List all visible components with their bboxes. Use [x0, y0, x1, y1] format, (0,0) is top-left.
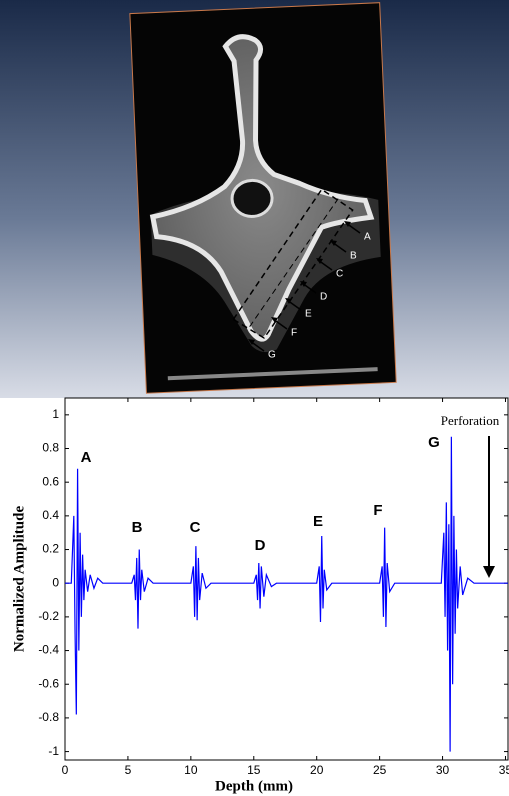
ct-table — [167, 367, 378, 381]
label-arrowhead — [300, 281, 307, 287]
label-arrowhead — [316, 258, 323, 264]
x-tick-label: 25 — [373, 763, 387, 777]
perforation-label: Perforation — [441, 413, 500, 428]
image-label: A — [364, 232, 371, 243]
label-arrowhead — [285, 298, 292, 304]
y-tick-label: -0.2 — [38, 609, 59, 623]
echo-label: C — [190, 519, 201, 536]
y-tick-label: -0.6 — [38, 676, 59, 690]
x-tick-label: 20 — [310, 763, 324, 777]
x-axis-title: Depth (mm) — [215, 778, 293, 794]
y-tick-label: 0.8 — [42, 441, 59, 455]
image-label: E — [305, 309, 312, 320]
label-arrowhead — [271, 317, 278, 323]
x-tick-label: 35 — [499, 763, 509, 777]
x-tick-label: 5 — [125, 763, 132, 777]
image-labels: ABC DEF G — [248, 221, 371, 361]
signal-line — [65, 436, 508, 752]
label-arrowhead — [248, 339, 255, 345]
image-label: C — [336, 269, 343, 280]
echo-label: D — [255, 537, 266, 554]
echo-label: B — [132, 519, 143, 536]
plot-frame — [64, 397, 509, 761]
x-tick-label: 0 — [62, 763, 69, 777]
spinal-canal — [230, 178, 274, 218]
y-tick-label: -0.8 — [38, 710, 59, 724]
y-tick-label: 0 — [52, 575, 59, 589]
image-label: G — [268, 350, 276, 361]
y-tick-label: 1 — [52, 407, 59, 421]
perforation-arrowhead — [483, 566, 495, 578]
image-label: F — [291, 328, 297, 339]
x-tick-label: 15 — [247, 763, 261, 777]
drill-axis — [249, 198, 339, 327]
y-tick-label: 0.4 — [42, 508, 59, 522]
y-tick-label: 0.2 — [42, 542, 59, 556]
image-label: B — [350, 251, 357, 262]
y-tick-label: -0.4 — [38, 643, 59, 657]
drill-path — [232, 188, 354, 340]
echo-label: F — [373, 502, 382, 519]
echo-label: G — [428, 434, 440, 451]
label-arrowhead — [344, 221, 351, 227]
x-tick-label: 10 — [184, 763, 198, 777]
y-axis-title: Normalized Amplitude — [11, 506, 27, 653]
ct-image — [129, 2, 397, 394]
y-tick-label: 0.6 — [42, 474, 59, 488]
x-tick-label: 30 — [436, 763, 450, 777]
echo-label: E — [313, 513, 323, 530]
echo-label: A — [81, 449, 92, 466]
image-label: D — [320, 292, 327, 303]
label-arrowhead — [330, 240, 337, 246]
y-tick-label: -1 — [48, 744, 59, 758]
